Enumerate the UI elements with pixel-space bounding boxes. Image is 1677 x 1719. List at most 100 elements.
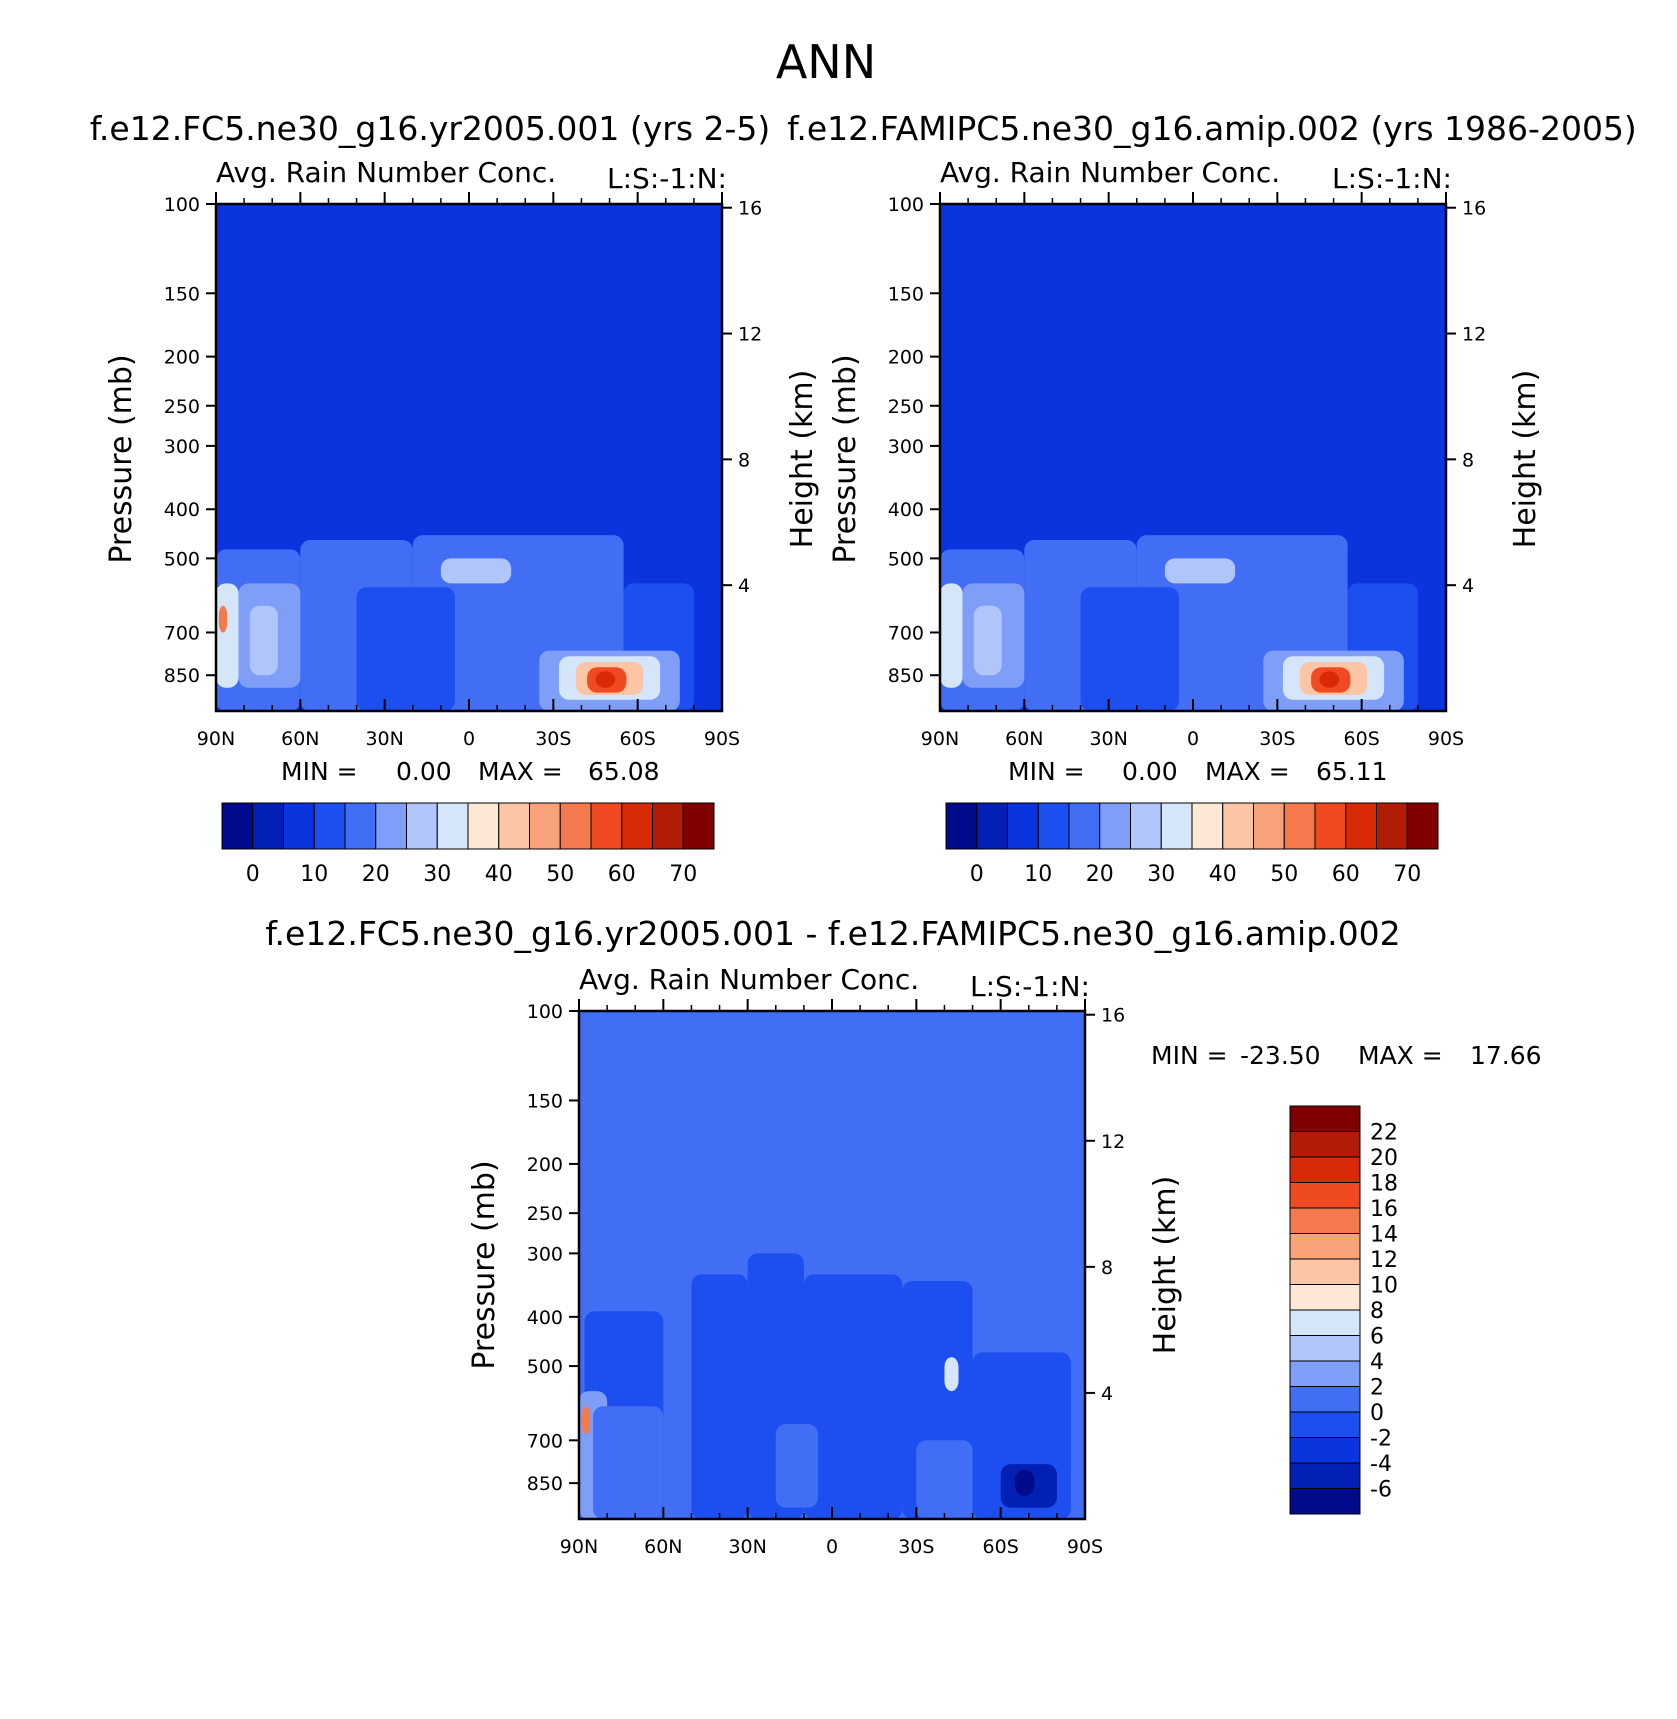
colorbar-box	[467, 802, 500, 850]
y-tick-label: 850	[164, 665, 200, 687]
x-tick-label: 60S	[983, 1536, 1019, 1558]
colorbar-tick-label: 70	[669, 862, 697, 887]
colorbar-box	[1160, 802, 1193, 850]
x-tick-label: 30S	[898, 1536, 934, 1558]
colorbar-tick-label: 50	[546, 862, 574, 887]
y2-tick-label: 8	[1462, 449, 1474, 471]
colorbar-box	[283, 802, 315, 850]
x-tick-label: 60S	[620, 728, 656, 750]
y-tick-label: 500	[164, 548, 200, 570]
colorbar-tick-label: 20	[362, 862, 390, 887]
contour-cell	[916, 1440, 973, 1519]
max-label: MAX =	[1205, 757, 1290, 786]
y-tick-label: 250	[164, 396, 200, 418]
plot-area: 90N 60N 30N 0 30S 60S 90S 100 150 200 250 300 400 500…	[527, 999, 1125, 1558]
contour-cell	[944, 1357, 959, 1392]
variable-label: Avg. Rain Number Conc.	[216, 156, 556, 189]
colorbar-tick-label: 20	[1086, 862, 1114, 887]
contour-cell	[249, 605, 278, 676]
colorbar-box	[1289, 1437, 1361, 1464]
x-tick-label: 60N	[281, 728, 319, 750]
contour-cell	[595, 671, 616, 688]
x-tick-label: 60S	[1344, 728, 1380, 750]
y-tick-label: 500	[527, 1356, 563, 1378]
colorbar-tick-label: 70	[1393, 862, 1421, 887]
colorbar-box	[1289, 1207, 1361, 1234]
colorbar-box	[1289, 1309, 1361, 1336]
contour-cell	[973, 605, 1002, 676]
y-tick-label: 200	[164, 347, 200, 369]
contour-cell	[1164, 558, 1236, 584]
colorbar-tick-label: 16	[1370, 1197, 1398, 1222]
panel-control: f.e12.FC5.ne30_g16.yr2005.001 (yrs 2-5) …	[90, 109, 820, 887]
y-tick-label: 200	[527, 1154, 563, 1176]
colorbar-tick-label: 0	[246, 862, 260, 887]
contour-cell	[691, 1274, 748, 1519]
x-tick-label: 30S	[535, 728, 571, 750]
colorbar-box	[682, 802, 715, 850]
contour-cell	[440, 558, 512, 584]
x-tick-label: 0	[463, 728, 475, 750]
colorbar-box	[375, 802, 407, 850]
x-tick-label: 0	[1187, 728, 1199, 750]
colorbar-box	[1289, 1105, 1361, 1132]
colorbar-tick-label: 22	[1370, 1121, 1398, 1146]
min-value: -23.50	[1240, 1041, 1321, 1070]
contour-cell	[1319, 671, 1340, 688]
y2-axis-label: Height (km)	[1148, 1176, 1183, 1355]
colorbar-tick-label: 0	[1370, 1401, 1384, 1426]
contour-cell	[581, 1406, 591, 1434]
y-tick-label: 150	[164, 283, 200, 305]
y-tick-label: 400	[888, 499, 924, 521]
contour-cell	[593, 1406, 664, 1519]
colorbar-tick-label: 6	[1370, 1325, 1384, 1350]
panel-run-title: f.e12.FC5.ne30_g16.yr2005.001 - f.e12.FA…	[265, 914, 1400, 953]
min-label: MIN =	[281, 757, 358, 786]
colorbar-box	[1289, 1335, 1361, 1362]
panel-test: f.e12.FAMIPC5.ne30_g16.amip.002 (yrs 198…	[787, 109, 1637, 887]
colorbar-box	[1289, 1411, 1361, 1438]
y2-tick-label: 4	[1462, 575, 1474, 597]
colorbar-tick-label: 10	[1024, 862, 1052, 887]
x-tick-label: 60N	[1005, 728, 1043, 750]
colorbar-box	[498, 802, 530, 850]
x-tick-label: 90S	[1067, 1536, 1103, 1558]
colorbar-box	[1289, 1131, 1361, 1158]
colorbar-tick-label: 40	[485, 862, 513, 887]
level-label: L:S:-1:N:	[1332, 162, 1452, 195]
colorbar-box	[1314, 802, 1347, 850]
colorbar-box	[1222, 802, 1254, 850]
max-label: MAX =	[478, 757, 563, 786]
colorbar-tick-label: 30	[423, 862, 451, 887]
y-tick-label: 400	[164, 499, 200, 521]
colorbar-box	[1406, 802, 1439, 850]
y-tick-label: 300	[164, 436, 200, 458]
colorbar-box	[1289, 1386, 1361, 1413]
y-tick-label: 150	[888, 283, 924, 305]
colorbar-box	[529, 802, 561, 850]
colorbar-tick-label: 60	[1332, 862, 1360, 887]
colorbar-box	[590, 802, 623, 850]
min-value: 0.00	[396, 757, 452, 786]
colorbar-box	[436, 802, 469, 850]
colorbar-tick-label: 4	[1370, 1350, 1384, 1375]
y2-tick-label: 8	[1101, 1257, 1113, 1279]
colorbar-box	[1289, 1462, 1361, 1489]
max-value: 65.08	[588, 757, 660, 786]
y2-tick-label: 12	[738, 324, 762, 346]
x-tick-label: 30N	[365, 728, 403, 750]
colorbar-box	[1283, 802, 1316, 850]
contour-cell	[1014, 1469, 1035, 1496]
panel-run-title: f.e12.FAMIPC5.ne30_g16.amip.002 (yrs 198…	[787, 109, 1637, 148]
colorbar-box	[1007, 802, 1039, 850]
y-tick-label: 500	[888, 548, 924, 570]
colorbar: 0 10 20 30 40 50 60 70	[221, 802, 715, 887]
colorbar-box	[621, 802, 653, 850]
contour-cell	[940, 583, 963, 688]
y-tick-label: 100	[888, 194, 924, 216]
colorbar-box	[1068, 802, 1101, 850]
colorbar-box	[559, 802, 592, 850]
colorbar-box	[1289, 1284, 1361, 1311]
